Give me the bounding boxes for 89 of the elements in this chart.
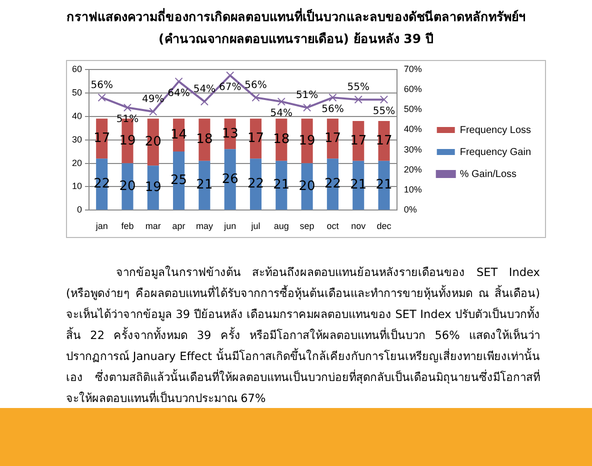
legend-label: Frequency Loss <box>460 124 532 136</box>
point <box>98 94 106 102</box>
x-tick-label: sep <box>300 221 314 232</box>
chart-title: กราฟแสดงความถี่ของการเกิดผลตอบแทนที่เป็นบวกและลบของดัชนีตลาดหลักทรัพย์ฯ <box>66 7 526 26</box>
bar <box>378 121 390 161</box>
x-tick-label: may <box>196 221 214 232</box>
data-label: 55% <box>372 106 396 118</box>
x-tick-label: jan <box>94 221 108 232</box>
y-tick-label: 40 <box>72 110 82 121</box>
bar <box>378 160 390 210</box>
data-label: 19 <box>119 133 136 148</box>
point <box>328 94 337 102</box>
bar <box>301 118 313 164</box>
point <box>252 94 260 102</box>
data-label: 20 <box>298 178 316 194</box>
data-label: 21 <box>350 178 367 193</box>
legend-label: Frequency Gain <box>460 146 532 158</box>
data-label: 18 <box>196 132 213 148</box>
x-tick-label: dec <box>376 221 392 232</box>
bar <box>147 166 159 210</box>
point <box>354 96 362 104</box>
data-label: 67% <box>218 82 242 94</box>
x-tick-label: jul <box>250 221 260 232</box>
data-label: 54% <box>193 84 216 96</box>
text: จากข้อมูลในกราฟข้างต้น สะท้อนถึงผลตอบแทนย้อนหลังรายเดือนของ SET Index (หรือพูดง่ายๆ คือผลตอบแทนที่ได้รับจากการซื้อหุ้นต้นเดือนและทำการขายหุ้นทั้งหมด ณ สิ้นเดือน) จะเห็นได้ว่าจากข้อมูล 39 ปีย้อนหลัง เดือนมกราคมผลตอบแทนของ SET Index ปรับตัวเป็นบวกทั้งสิ้น 22 ครั้งจากทั้งหมด 39 ครั้ง หรือมีโอกาสให้ผลตอบแทนที่เป็นบวก 56% แสดงให้เห็นว่าปรากฏการณ์ January Effect นั้นมีโอกาสเกิดขึ้นใกล้เคียงกับการโยนเหรียญเสี่ยงทายเพียงเท่านั้นเอง ซึ่งตามสถิติแล้วนั้นเดือนที่ให้ผลตอบแทนเป็นบวกบ่อยที่สุดกลับเป็นเดือนมิถุนายนซึ่งมีโอกาสที่จะให้ผลตอบแทนที่เป็นบวกประมาณ 67% <box>66 264 540 407</box>
y-tick-label: 20 <box>72 158 82 168</box>
bar <box>198 160 210 210</box>
bar <box>96 158 108 210</box>
data-label: 20 <box>119 178 136 194</box>
data-label: 18 <box>273 132 290 148</box>
data-label: 22 <box>324 176 341 192</box>
data-label: 17 <box>324 131 341 146</box>
y-tick-label: 30 <box>72 134 82 144</box>
x-tick-label: jun <box>223 221 236 232</box>
y2-tick-label: 30% <box>404 144 422 154</box>
chart-subtitle: (คำนวณจากผลตอบแทนรายเดือน) ย้อนหลัง 39 ปี <box>158 30 434 48</box>
x-tick-label: oct <box>326 221 340 232</box>
x-tick-label: apr <box>172 221 186 232</box>
y-tick-label: 60 <box>72 64 82 74</box>
data-label: 56% <box>90 80 113 92</box>
data-label: 19 <box>144 180 162 196</box>
data-label: 17 <box>94 131 110 146</box>
y-tick-label: 50 <box>72 87 82 98</box>
bar <box>147 118 159 166</box>
bar <box>96 118 108 159</box>
data-label: 17 <box>376 133 392 148</box>
point <box>303 104 312 112</box>
data-label: 55% <box>347 82 370 94</box>
bar <box>326 118 338 159</box>
y2-tick-label: 70% <box>404 64 422 74</box>
y-tick-label: 10 <box>72 181 82 192</box>
bar <box>250 118 262 159</box>
point <box>123 104 132 112</box>
x-tick-label: aug <box>274 221 289 232</box>
data-label: 51% <box>296 90 318 102</box>
x-tick-label: nov <box>351 221 366 232</box>
bar <box>276 160 288 210</box>
y2-tick-label: 60% <box>404 84 422 94</box>
data-label: 19 <box>298 133 316 148</box>
y2-tick-label: 10% <box>404 184 422 195</box>
data-label: 64% <box>168 88 190 100</box>
data-label: 21 <box>196 178 213 193</box>
data-label: 21 <box>273 178 290 193</box>
data-label: 54% <box>270 108 293 120</box>
data-label: 56% <box>244 80 267 92</box>
y2-tick-label: 50% <box>404 104 422 114</box>
x-tick-label: mar <box>145 221 161 232</box>
x-tick-label: feb <box>121 221 134 232</box>
data-label: 20 <box>144 134 162 150</box>
bar <box>352 160 364 210</box>
y2-tick-label: 20% <box>404 164 422 174</box>
data-label: 17 <box>350 133 367 148</box>
data-label: 21 <box>376 178 392 193</box>
y2-tick-label: 0% <box>404 204 417 215</box>
bar <box>326 158 338 210</box>
point <box>277 98 286 106</box>
data-label: 22 <box>94 176 110 192</box>
y2-tick-label: 40% <box>404 124 422 134</box>
data-label: 22 <box>247 176 264 192</box>
legend-label: % Gain/Loss <box>460 168 517 180</box>
point <box>149 108 158 116</box>
bar <box>122 163 134 210</box>
y-tick-label: 0 <box>76 204 82 215</box>
bar <box>250 158 262 210</box>
bar <box>352 121 364 161</box>
point <box>380 96 388 104</box>
data-label: 51% <box>116 114 139 126</box>
data-label: 56% <box>322 104 344 116</box>
data-label: 17 <box>247 131 264 146</box>
